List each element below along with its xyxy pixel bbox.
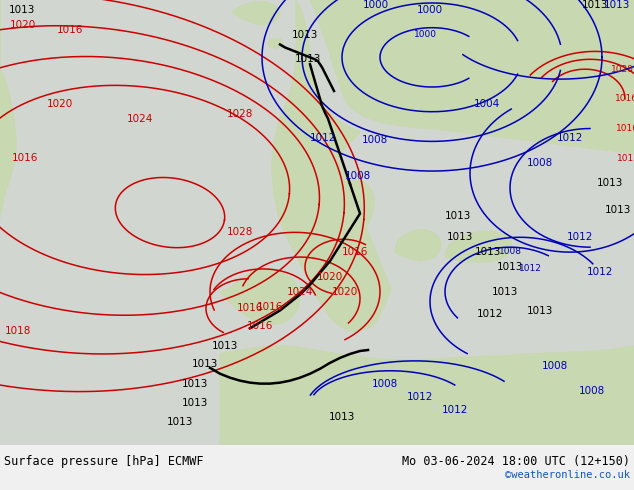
Text: 1020: 1020 [317,272,343,282]
Text: 1008: 1008 [498,246,522,256]
Text: 1018: 1018 [5,326,31,336]
Polygon shape [232,2,280,24]
Text: 1028: 1028 [227,109,253,119]
Text: 1013: 1013 [582,0,608,10]
Text: 1013: 1013 [492,287,518,296]
Text: 1016: 1016 [247,321,273,331]
Polygon shape [340,180,374,229]
Text: 1016: 1016 [614,95,634,103]
Text: 1000: 1000 [413,30,436,39]
Text: 1016: 1016 [237,303,263,314]
Text: 1016: 1016 [12,153,38,163]
Text: 1012: 1012 [519,265,541,273]
Text: 1012: 1012 [310,133,336,144]
Text: 1012: 1012 [442,405,468,416]
Text: 1004: 1004 [474,99,500,109]
Polygon shape [0,0,16,218]
Text: 1020: 1020 [611,65,633,74]
Polygon shape [310,0,634,154]
Text: 1016: 1016 [616,124,634,133]
Text: Mo 03-06-2024 18:00 UTC (12+150): Mo 03-06-2024 18:00 UTC (12+150) [402,455,630,468]
Text: 1013: 1013 [475,247,501,257]
Text: 1016: 1016 [342,247,368,257]
Text: 1013: 1013 [616,154,634,163]
Text: 1013: 1013 [329,412,355,422]
Text: 1008: 1008 [372,379,398,389]
Text: 1000: 1000 [417,5,443,15]
Text: 1013: 1013 [605,205,631,215]
Text: 1016: 1016 [57,24,83,35]
Text: 1013: 1013 [192,359,218,369]
Text: 1008: 1008 [362,135,388,146]
Text: 1020: 1020 [10,20,36,30]
Text: 1013: 1013 [167,417,193,427]
Polygon shape [268,39,283,49]
Text: 1008: 1008 [345,171,371,181]
Text: 1013: 1013 [527,306,553,317]
Text: 1013: 1013 [9,5,36,15]
Text: 1013: 1013 [212,341,238,351]
Text: 1012: 1012 [557,133,583,144]
Polygon shape [445,231,512,262]
Text: Surface pressure [hPa] ECMWF: Surface pressure [hPa] ECMWF [4,455,204,468]
Text: ©weatheronline.co.uk: ©weatheronline.co.uk [505,470,630,480]
Text: 1013: 1013 [295,54,321,64]
Text: 1013: 1013 [292,29,318,40]
Text: 1008: 1008 [527,158,553,168]
Text: 1024: 1024 [287,287,313,296]
Text: 1012: 1012 [407,392,433,402]
Text: 1013: 1013 [604,0,630,10]
Polygon shape [395,229,441,261]
Polygon shape [220,346,634,445]
Text: 1012: 1012 [567,232,593,242]
Text: 1013: 1013 [182,379,208,389]
Text: 1020: 1020 [47,99,73,109]
Text: 1012: 1012 [477,309,503,319]
Polygon shape [220,269,300,324]
Text: 1013: 1013 [597,178,623,188]
Text: 1012: 1012 [587,267,613,277]
Text: 1000: 1000 [363,0,389,10]
Text: 1013: 1013 [445,211,471,220]
Text: 1028: 1028 [227,227,253,237]
Text: 1020: 1020 [332,287,358,296]
Text: 1013: 1013 [447,232,473,242]
Text: 1008: 1008 [579,386,605,395]
Text: 1013: 1013 [182,398,208,408]
Text: 1008: 1008 [542,361,568,371]
Text: 1024: 1024 [127,114,153,123]
Polygon shape [272,0,390,331]
Text: 1013: 1013 [497,262,523,272]
Text: 1016: 1016 [257,301,283,312]
